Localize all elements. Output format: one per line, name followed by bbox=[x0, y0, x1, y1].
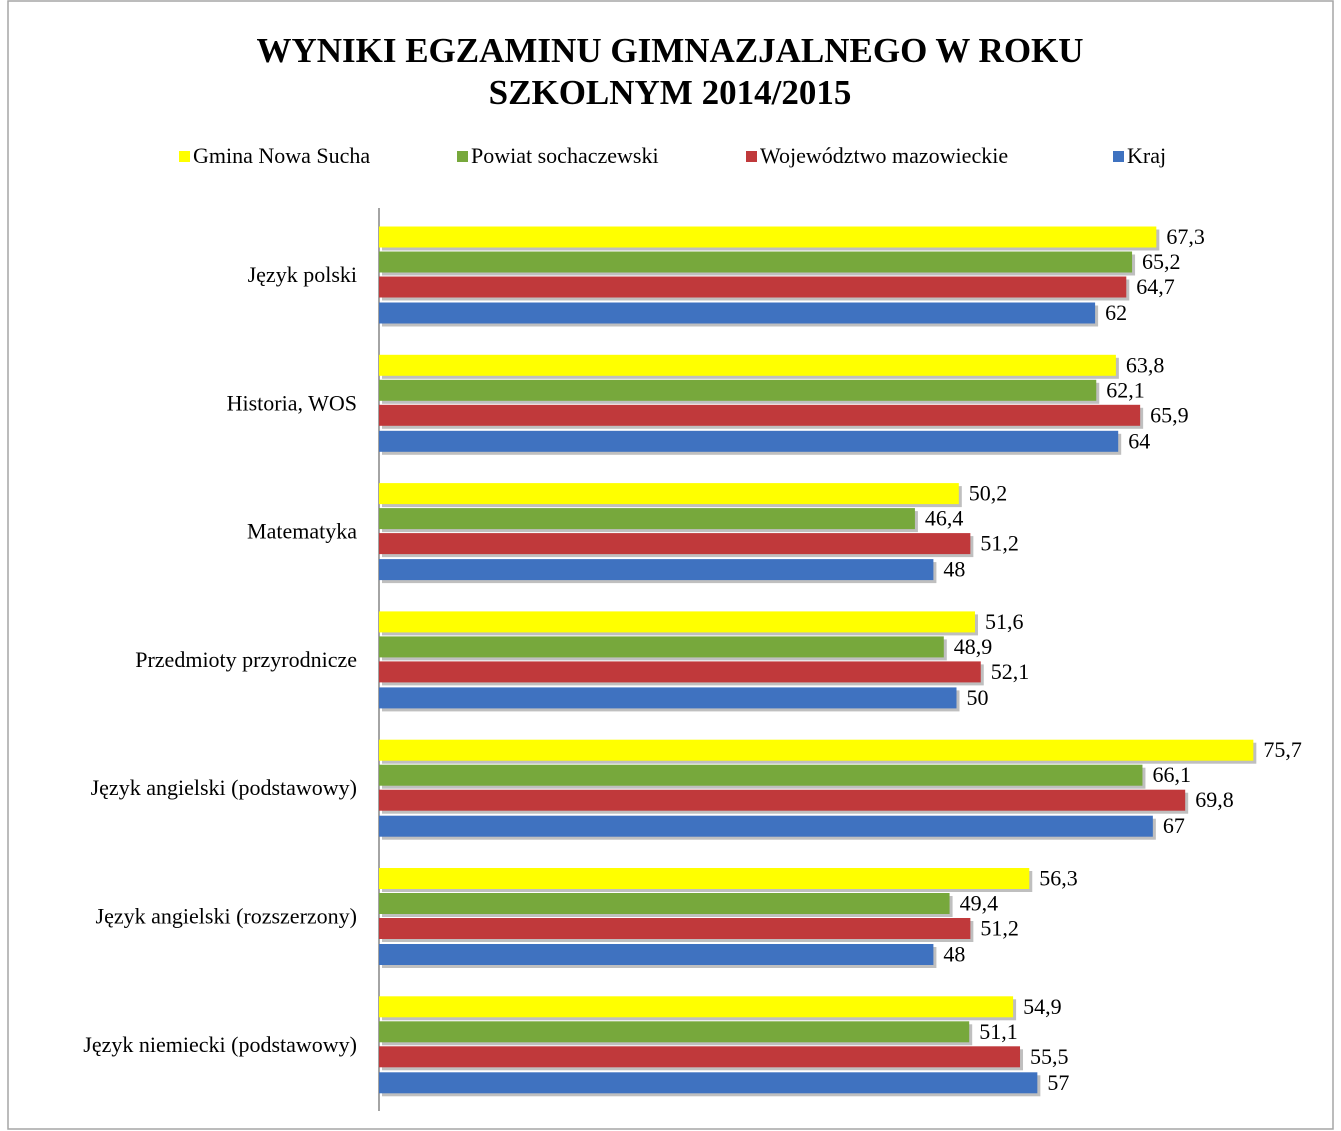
bar bbox=[379, 739, 1254, 761]
legend-swatch bbox=[746, 151, 757, 162]
value-label: 66,1 bbox=[1152, 762, 1191, 787]
value-label: 51,1 bbox=[979, 1019, 1018, 1044]
bar bbox=[379, 483, 959, 505]
value-label: 57 bbox=[1047, 1070, 1069, 1095]
value-label: 64,7 bbox=[1136, 274, 1175, 299]
bar bbox=[379, 661, 981, 683]
value-label: 52,1 bbox=[991, 659, 1030, 684]
bar bbox=[379, 379, 1097, 401]
value-label: 50 bbox=[967, 685, 989, 710]
value-label: 63,8 bbox=[1126, 352, 1165, 377]
value-label: 51,6 bbox=[985, 609, 1024, 634]
value-label: 67,3 bbox=[1166, 224, 1205, 249]
bar bbox=[379, 789, 1186, 811]
bar bbox=[379, 918, 971, 939]
value-label: 48 bbox=[943, 557, 965, 582]
bar bbox=[379, 944, 934, 965]
y-tick-label: Przedmioty przyrodnicze bbox=[135, 647, 357, 672]
legend-label: Gmina Nowa Sucha bbox=[193, 143, 370, 168]
value-label: 65,2 bbox=[1142, 249, 1181, 274]
legend-swatch bbox=[1113, 151, 1124, 162]
value-label: 75,7 bbox=[1263, 737, 1302, 762]
legend-swatch bbox=[179, 151, 190, 162]
bar bbox=[379, 508, 915, 530]
bar bbox=[379, 302, 1096, 324]
bar bbox=[379, 251, 1133, 273]
bar bbox=[379, 276, 1127, 298]
bar bbox=[379, 404, 1141, 426]
value-label: 50,2 bbox=[969, 481, 1008, 506]
value-label: 49,4 bbox=[960, 891, 999, 916]
bar bbox=[379, 1021, 970, 1043]
value-label: 46,4 bbox=[925, 506, 964, 531]
y-tick-label: Język polski bbox=[248, 262, 357, 287]
value-label: 65,9 bbox=[1150, 402, 1189, 427]
legend-swatch bbox=[457, 151, 468, 162]
y-tick-label: Język angielski (podstawowy) bbox=[91, 775, 357, 800]
legend-label: Powiat sochaczewski bbox=[471, 143, 659, 168]
bar bbox=[379, 996, 1014, 1018]
bar bbox=[379, 687, 957, 709]
bar bbox=[379, 1072, 1038, 1094]
value-label: 48,9 bbox=[954, 634, 993, 659]
bar bbox=[379, 893, 950, 914]
chart-border bbox=[7, 0, 1334, 1130]
value-label: 62 bbox=[1105, 300, 1127, 325]
bar bbox=[379, 533, 971, 555]
value-label: 62,1 bbox=[1106, 377, 1145, 402]
value-label: 55,5 bbox=[1030, 1044, 1069, 1069]
y-tick-label: Język angielski (rozszerzony) bbox=[96, 904, 357, 929]
value-label: 67 bbox=[1163, 813, 1185, 838]
y-tick-label: Historia, WOS bbox=[227, 390, 357, 415]
value-label: 48 bbox=[943, 942, 965, 967]
legend-label: Województwo mazowieckie bbox=[760, 143, 1008, 168]
legend-label: Kraj bbox=[1127, 143, 1166, 168]
bar bbox=[379, 815, 1153, 837]
value-label: 69,8 bbox=[1195, 787, 1234, 812]
chart-title: WYNIKI EGZAMINU GIMNAZJALNEGO W ROKU SZK… bbox=[256, 31, 1084, 112]
bar bbox=[379, 559, 934, 581]
bar bbox=[379, 611, 975, 633]
value-label: 54,9 bbox=[1023, 994, 1062, 1019]
bar bbox=[379, 354, 1116, 376]
value-label: 51,2 bbox=[980, 916, 1019, 941]
y-tick-label: Matematyka bbox=[247, 519, 357, 544]
bar bbox=[379, 430, 1119, 452]
bar bbox=[379, 226, 1157, 248]
bar bbox=[379, 1046, 1021, 1068]
y-tick-label: Język niemiecki (podstawowy) bbox=[83, 1032, 357, 1057]
value-label: 56,3 bbox=[1039, 866, 1078, 891]
value-label: 64 bbox=[1128, 428, 1150, 453]
value-label: 51,2 bbox=[980, 531, 1019, 556]
bar bbox=[379, 764, 1143, 786]
bar bbox=[379, 868, 1030, 889]
bar bbox=[379, 636, 944, 658]
